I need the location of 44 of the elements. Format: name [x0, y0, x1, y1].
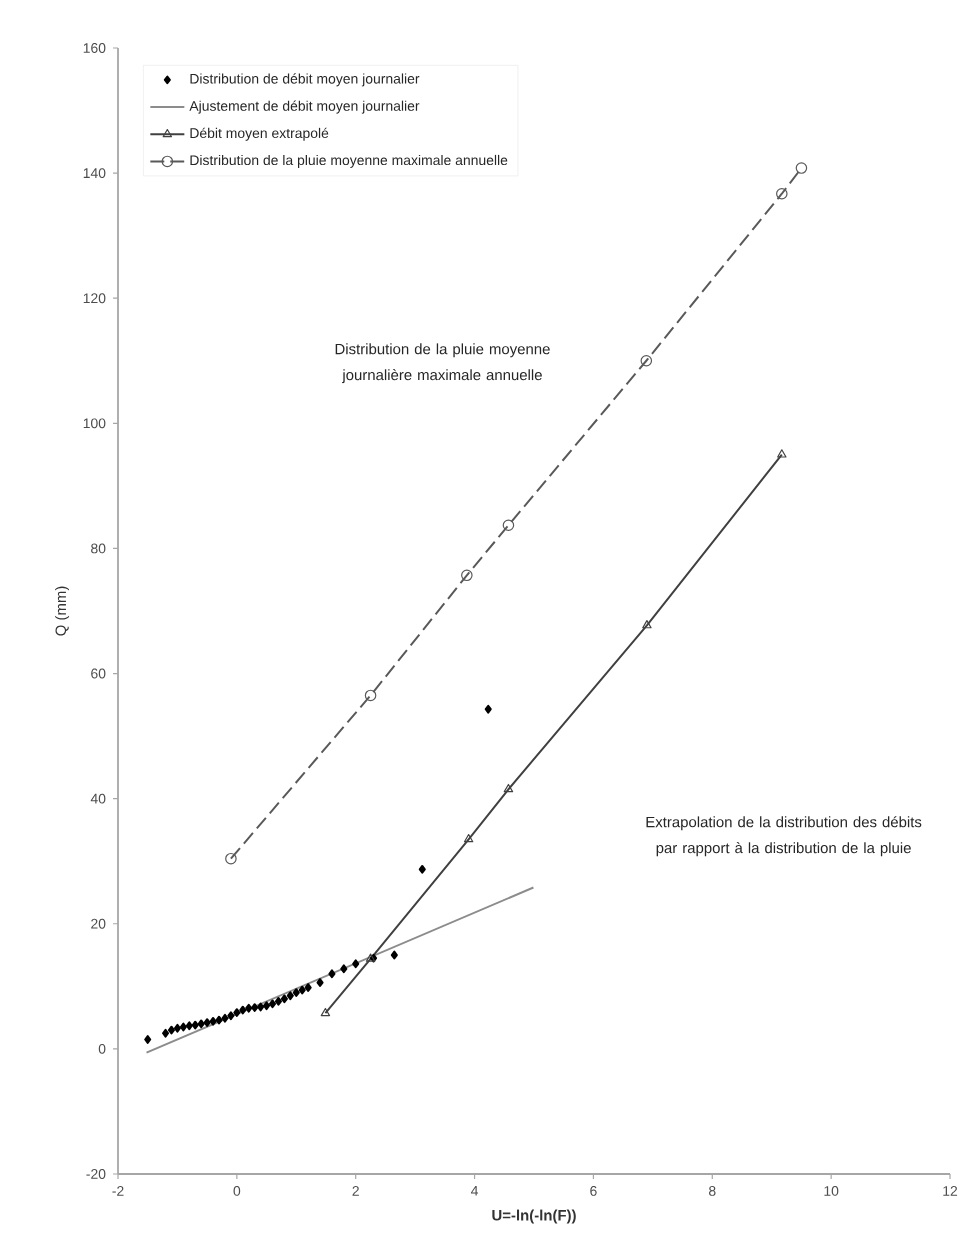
point — [304, 983, 312, 992]
point — [776, 187, 788, 200]
point — [280, 994, 288, 1004]
point — [292, 988, 300, 997]
point — [340, 964, 348, 974]
point — [203, 1018, 211, 1027]
point — [640, 354, 653, 367]
point — [268, 999, 277, 1009]
point — [225, 852, 237, 865]
point — [795, 162, 808, 174]
point — [239, 1005, 247, 1015]
point — [221, 1013, 229, 1023]
point — [162, 1028, 170, 1038]
point — [185, 1021, 193, 1031]
point — [484, 704, 492, 714]
point — [463, 833, 474, 843]
point — [502, 519, 515, 532]
point — [257, 1002, 265, 1012]
point — [316, 978, 324, 987]
point — [215, 1015, 223, 1025]
point — [233, 1008, 241, 1017]
point — [179, 1022, 187, 1032]
point — [251, 1003, 259, 1012]
point — [364, 689, 377, 702]
point — [227, 1011, 235, 1021]
point — [191, 1020, 199, 1030]
point — [390, 950, 398, 960]
point — [197, 1019, 205, 1029]
point — [274, 996, 282, 1006]
point — [328, 969, 336, 979]
point — [173, 1023, 181, 1033]
point — [209, 1016, 217, 1026]
point — [245, 1003, 253, 1013]
point — [503, 783, 514, 793]
point — [167, 1025, 176, 1035]
point — [642, 619, 652, 629]
point — [461, 569, 473, 582]
point — [418, 864, 426, 874]
point — [298, 985, 306, 995]
point — [144, 1035, 152, 1044]
point — [286, 991, 294, 1001]
point — [365, 953, 376, 962]
point — [263, 1001, 271, 1011]
point — [352, 959, 360, 969]
